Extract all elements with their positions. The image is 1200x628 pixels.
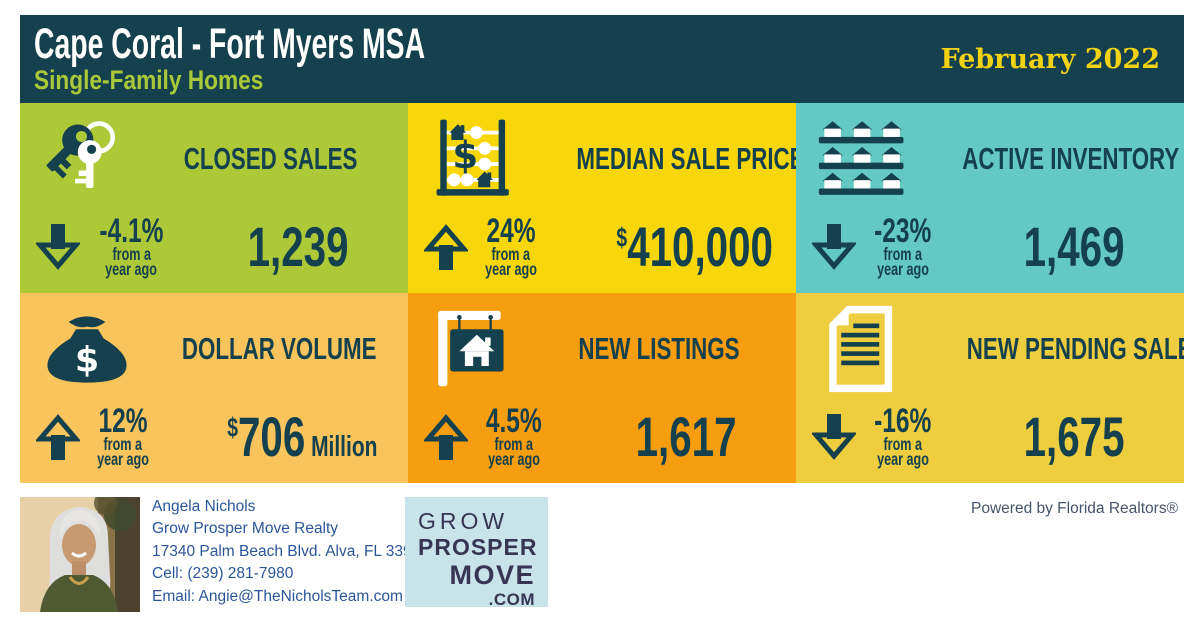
stat-value: 1,469 — [1023, 215, 1125, 278]
yoy-change-block: -4.1% from a year ago — [30, 212, 198, 279]
yoy-context-line: year ago — [876, 259, 929, 279]
document-icon — [806, 305, 920, 393]
stat-title: DOLLAR VOLUME — [181, 331, 377, 366]
stat-title: NEW PENDING SALES — [966, 331, 1184, 366]
yoy-context-line: from a — [494, 434, 533, 454]
yoy-context-line: year ago — [485, 259, 537, 279]
logo-line: MOVE — [449, 560, 535, 590]
yoy-context-line: from a — [491, 244, 531, 264]
up-arrow-icon — [424, 223, 468, 271]
stat-value: 1,675 — [1023, 405, 1125, 468]
yoy-context-line: year ago — [487, 449, 540, 469]
yoy-change-block: 12% from a year ago — [30, 402, 198, 469]
yoy-change-value: 24% — [486, 212, 536, 250]
report-period: February 2022 — [940, 43, 1160, 75]
stat-title: MEDIAN SALE PRICE — [576, 141, 796, 176]
agent-photo — [20, 497, 140, 612]
yard-sign-icon — [418, 305, 532, 393]
agent-contact-block: Angela Nichols Grow Prosper Move Realty … — [152, 496, 429, 608]
stat-title: ACTIVE INVENTORY — [962, 141, 1180, 176]
stat-title: NEW LISTINGS — [578, 331, 740, 366]
stat-tile-new-pending-sales: NEW PENDING SALES -16% from a year ago 1… — [796, 293, 1184, 483]
yoy-change-value: -4.1% — [99, 212, 164, 250]
powered-by-attribution: Powered by Florida Realtors® — [971, 500, 1178, 517]
yoy-change-block: -23% from a year ago — [806, 212, 974, 279]
stat-value: 1,617 — [635, 405, 737, 468]
stat-tile-closed-sales: CLOSED SALES -4.1% from a year ago 1,239 — [20, 103, 408, 293]
yoy-context-line: from a — [883, 434, 922, 454]
yoy-change-value: -23% — [874, 212, 932, 250]
agent-address: 17340 Palm Beach Blvd. Alva, FL 33920 — [152, 542, 429, 560]
yoy-change-value: 12% — [98, 402, 148, 440]
logo-line: PROSPER — [418, 534, 538, 560]
down-arrow-icon — [812, 413, 856, 461]
yoy-context-line: year ago — [876, 449, 929, 469]
stat-value: $410,000 — [616, 215, 773, 278]
yoy-context-line: from a — [112, 244, 151, 264]
agent-email: Email: Angie@TheNicholsTeam.com — [152, 587, 403, 605]
page-subtitle: Single-Family Homes — [34, 65, 264, 95]
yoy-change-block: 4.5% from a year ago — [418, 402, 586, 469]
svg-text:$: $ — [452, 134, 478, 177]
up-arrow-icon — [36, 413, 80, 461]
keys-icon — [30, 115, 144, 203]
footer: Angela Nichols Grow Prosper Move Realty … — [0, 483, 1200, 628]
header-text-block: Cape Coral - Fort Myers MSA Single-Famil… — [34, 20, 627, 96]
yoy-change-value: 4.5% — [485, 402, 542, 440]
stat-title: CLOSED SALES — [184, 141, 358, 176]
down-arrow-icon — [812, 223, 856, 271]
brokerage-logo: GROW PROSPER MOVE .COM — [405, 497, 548, 609]
yoy-context-line: year ago — [105, 259, 158, 279]
stat-tile-active-inventory: ACTIVE INVENTORY -23% from a year ago 1,… — [796, 103, 1184, 293]
yoy-change-value: -16% — [874, 402, 932, 440]
yoy-change-block: 24% from a year ago — [418, 212, 586, 279]
up-arrow-icon — [424, 413, 468, 461]
agent-name: Angela Nichols — [152, 498, 256, 515]
page-title: Cape Coral - Fort Myers MSA — [34, 20, 426, 68]
down-arrow-icon — [36, 223, 80, 271]
stat-tile-dollar-volume: $ DOLLAR VOLUME 12% from a year ago $70 — [20, 293, 408, 483]
yoy-context-line: from a — [103, 434, 143, 454]
money-bag-icon: $ — [30, 305, 144, 393]
yoy-context-line: year ago — [97, 449, 149, 469]
stat-value: 1,239 — [247, 215, 349, 278]
logo-line: .COM — [488, 590, 535, 609]
agent-cell: Cell: (239) 281-7980 — [152, 565, 294, 583]
stat-tile-median-sale-price: $ MEDIAN SALE PRICE 24% — [408, 103, 796, 293]
logo-line: GROW — [418, 508, 509, 534]
stat-value: $706 Million — [227, 405, 378, 468]
stat-grid: CLOSED SALES -4.1% from a year ago 1,239 — [20, 103, 1184, 483]
abacus-icon: $ — [418, 115, 532, 203]
yoy-context-line: from a — [883, 244, 922, 264]
yoy-change-block: -16% from a year ago — [806, 402, 974, 469]
svg-text:$: $ — [75, 341, 99, 381]
inventory-houses-icon — [806, 115, 920, 203]
agent-company: Grow Prosper Move Realty — [152, 520, 339, 538]
header-banner: Cape Coral - Fort Myers MSA Single-Famil… — [20, 15, 1184, 103]
stat-tile-new-listings: NEW LISTINGS 4.5% from a year ago 1,617 — [408, 293, 796, 483]
